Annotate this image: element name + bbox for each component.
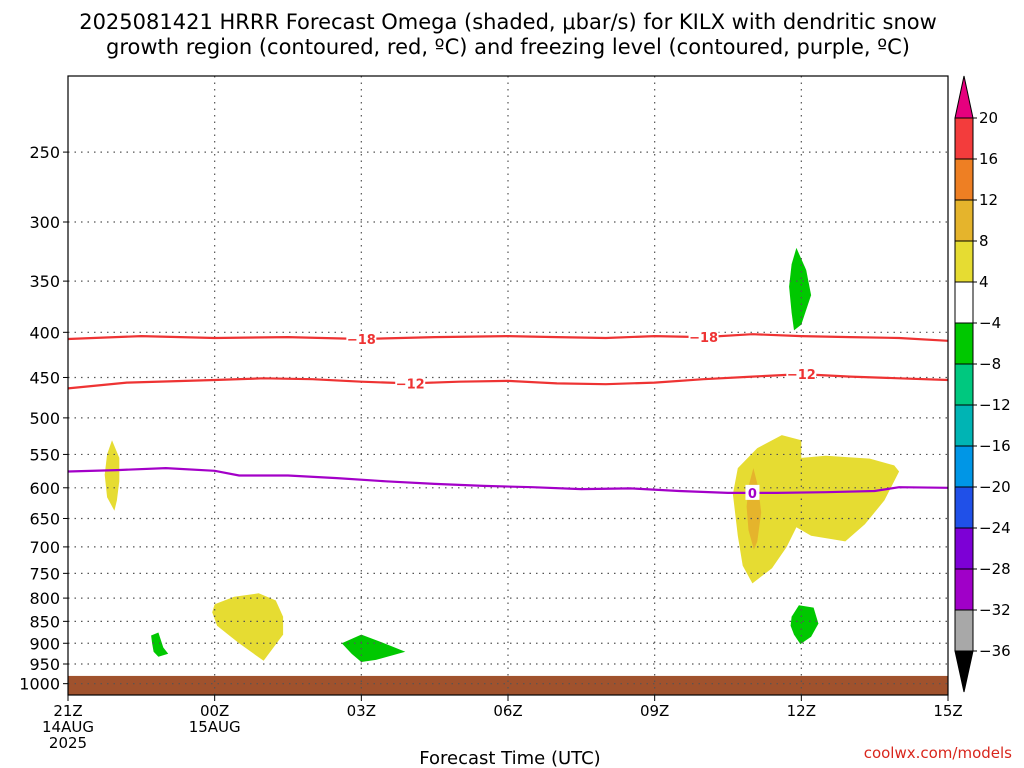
x-tick-label: 03Z xyxy=(347,702,376,720)
terrain-layer xyxy=(68,675,948,695)
colorbar-band xyxy=(954,281,974,324)
y-tick-label: 600 xyxy=(29,479,60,498)
y-axis: 250 300 350 400 450 500 550 600 650 700 750 800 850 9… xyxy=(19,143,68,694)
colorbar-tick-label: −32 xyxy=(979,601,1011,619)
colorbar-band xyxy=(954,445,974,488)
colorbar-band xyxy=(954,609,974,652)
colorbar-band xyxy=(954,199,974,242)
colorbar: 20 16 12 8 4 −4 −8 −12 −16 −20 −24 −28 −32 −36 xyxy=(954,75,1011,693)
x-tick-label: 15AUG xyxy=(189,718,241,736)
contour-layer: −18 −18 −12 −12 0 xyxy=(67,329,949,502)
omega-region xyxy=(732,435,900,584)
colorbar-tick-label: −28 xyxy=(979,560,1011,578)
contour-label: −18 xyxy=(347,333,376,348)
colorbar-band xyxy=(954,404,974,447)
contour-label-background xyxy=(395,375,426,391)
y-tick-label: 950 xyxy=(29,655,60,674)
contour-line xyxy=(67,466,949,494)
colorbar-tick-label: −16 xyxy=(979,437,1011,455)
contour-label: −12 xyxy=(396,377,425,392)
plot-background xyxy=(68,76,948,695)
colorbar-tick-label: 4 xyxy=(979,273,989,291)
contour-label-background xyxy=(786,366,817,382)
title-line-2: growth region (contoured, red, ºC) and f… xyxy=(106,35,910,59)
colorbar-lower-triangle xyxy=(954,650,974,693)
y-tick-label: 250 xyxy=(29,143,60,162)
y-tick-label: 1000 xyxy=(19,675,60,694)
colorbar-band xyxy=(954,322,974,365)
contour-label: −12 xyxy=(787,368,816,383)
omega-region xyxy=(104,440,120,511)
chart-title: 2025081421 HRRR Forecast Omega (shaded, … xyxy=(79,10,937,59)
x-tick-label: 12Z xyxy=(787,702,816,720)
contour-label-background xyxy=(688,329,719,345)
colorbar-tick-label: 12 xyxy=(979,191,998,209)
y-tick-label: 500 xyxy=(29,409,60,428)
contour-label: −18 xyxy=(689,331,718,346)
colorbar-band xyxy=(954,117,974,160)
omega-region xyxy=(790,605,819,645)
y-tick-label: 450 xyxy=(29,368,60,387)
y-tick-label: 750 xyxy=(29,564,60,583)
contour-line xyxy=(67,333,949,342)
colorbar-band xyxy=(954,568,974,611)
y-tick-label: 700 xyxy=(29,538,60,557)
y-tick-label: 850 xyxy=(29,612,60,631)
y-tick-label: 400 xyxy=(29,323,60,342)
credit-text: coolwx.com/models xyxy=(864,744,1012,762)
omega-region xyxy=(151,632,169,657)
omega-region xyxy=(341,634,406,662)
contour-label-background xyxy=(745,484,760,500)
y-tick-label: 900 xyxy=(29,634,60,653)
contour-label: 0 xyxy=(748,487,757,502)
x-tick-label: 2025 xyxy=(49,734,87,752)
title-line-1: 2025081421 HRRR Forecast Omega (shaded, … xyxy=(79,10,937,34)
colorbar-tick-label: −20 xyxy=(979,478,1011,496)
colorbar-tick-label: −4 xyxy=(979,314,1001,332)
colorbar-upper-triangle xyxy=(954,75,974,119)
colorbar-tick-label: 8 xyxy=(979,232,989,250)
x-tick-label: 00Z xyxy=(200,702,229,720)
x-tick-label: 06Z xyxy=(493,702,522,720)
x-tick-label: 09Z xyxy=(640,702,669,720)
x-axis-title: Forecast Time (UTC) xyxy=(419,748,600,768)
omega-region xyxy=(212,593,284,661)
colorbar-tick-label: 20 xyxy=(979,109,998,127)
contour-label-background xyxy=(346,330,377,346)
colorbar-tick-label: 16 xyxy=(979,150,998,168)
omega-region xyxy=(789,247,812,331)
x-tick-label: 15Z xyxy=(933,702,962,720)
colorbar-tick-label: −24 xyxy=(979,519,1011,537)
y-tick-label: 800 xyxy=(29,589,60,608)
y-tick-label: 350 xyxy=(29,272,60,291)
colorbar-tick-label: −12 xyxy=(979,396,1011,414)
colorbar-band xyxy=(954,240,974,283)
colorbar-band xyxy=(954,158,974,201)
colorbar-band xyxy=(954,363,974,406)
terrain-band xyxy=(68,675,948,695)
plot-area: −18 −18 −12 −12 0 xyxy=(67,75,949,696)
colorbar-band xyxy=(954,527,974,570)
y-tick-label: 550 xyxy=(29,445,60,464)
y-tick-label: 300 xyxy=(29,213,60,232)
x-tick-label: 21Z xyxy=(53,702,82,720)
x-tick-label: 14AUG xyxy=(42,718,94,736)
colorbar-band xyxy=(954,486,974,529)
colorbar-tick-label: −8 xyxy=(979,355,1001,373)
colorbar-tick-label: −36 xyxy=(979,642,1011,660)
y-tick-label: 650 xyxy=(29,509,60,528)
